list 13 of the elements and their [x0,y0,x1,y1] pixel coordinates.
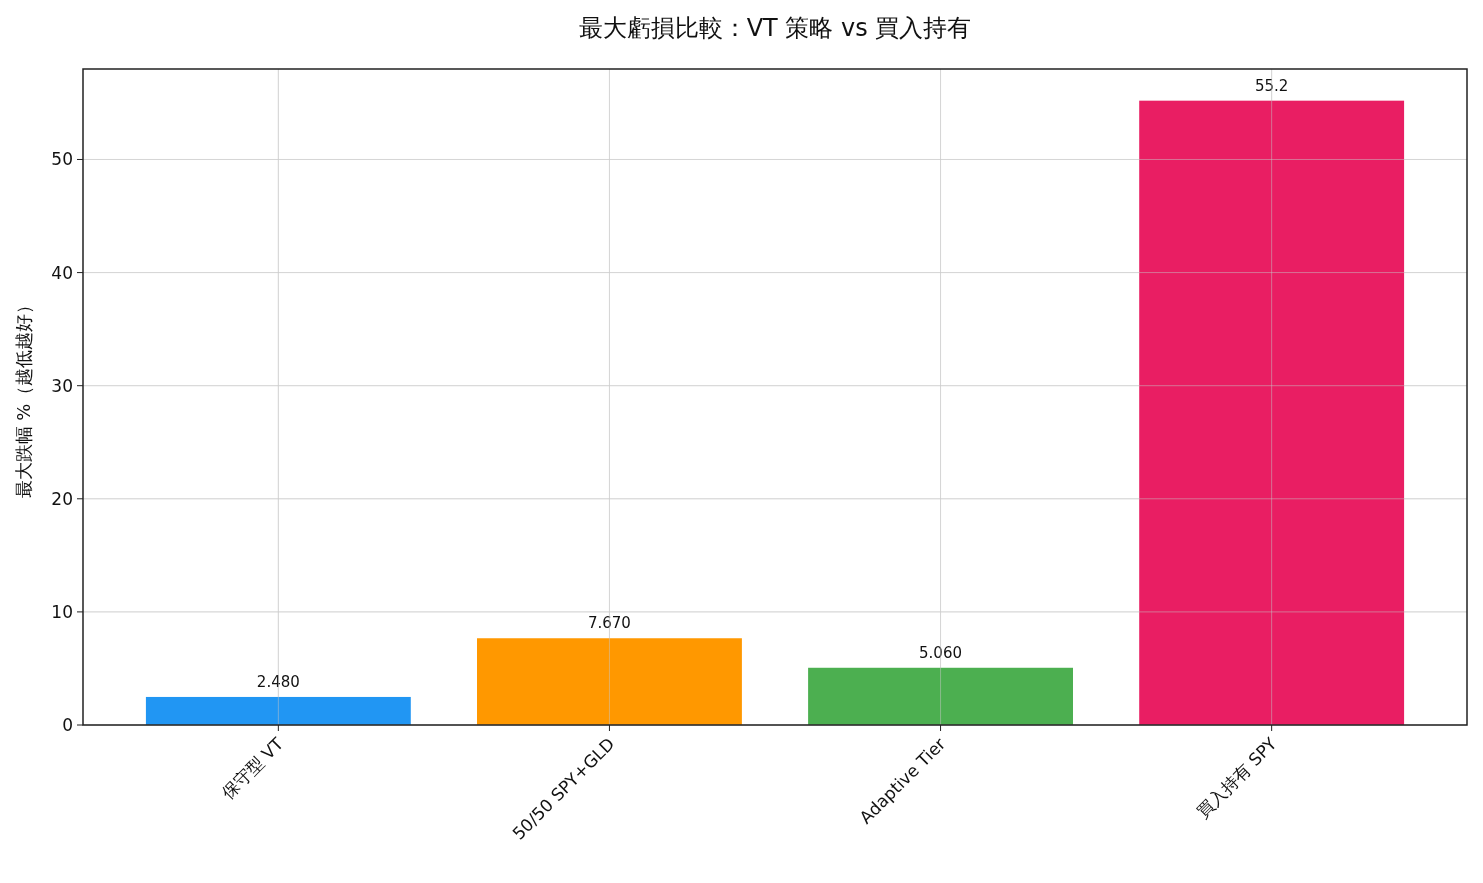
y-tick-label: 50 [51,149,73,170]
x-tick-label: 保守型 VT [217,733,288,804]
y-tick-label: 30 [51,375,73,396]
data-label: 55.2 [1254,76,1289,95]
y-tick-label: 0 [62,715,73,735]
data-label: 7.670 [587,614,631,633]
chart-title: 最大虧損比較：VT 策略 vs 買入持有 [578,14,972,42]
data-label: 5.060 [919,643,963,662]
y-tick-label: 10 [51,601,73,622]
y-tick-label: 40 [51,262,73,283]
y-axis-title: 最大跌幅 %（越低越好） [13,295,34,499]
y-tick-label: 20 [51,488,73,509]
data-label: 2.480 [256,672,300,691]
